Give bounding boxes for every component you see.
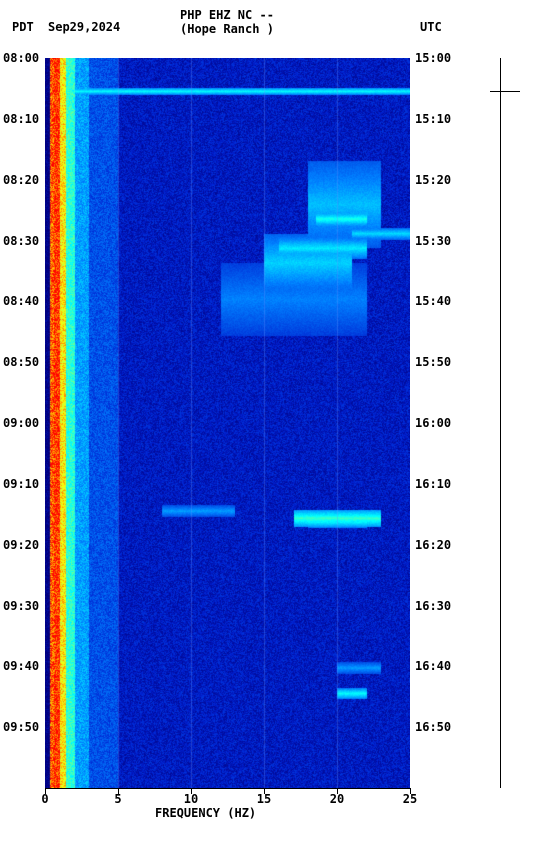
x-axis-tick: 5 xyxy=(114,792,121,806)
x-axis-label: FREQUENCY (HZ) xyxy=(155,806,256,820)
y-axis-right-tick: 16:10 xyxy=(415,477,451,491)
date-label: Sep29,2024 xyxy=(48,20,120,34)
sidebar-tick-mark xyxy=(490,91,520,92)
y-axis-right-tick: 15:10 xyxy=(415,112,451,126)
x-axis-tick: 0 xyxy=(41,792,48,806)
x-axis-tick: 10 xyxy=(184,792,198,806)
y-axis-right-tick: 15:00 xyxy=(415,51,451,65)
y-axis-left-tick: 08:00 xyxy=(3,51,39,65)
y-axis-left-tick: 08:20 xyxy=(3,173,39,187)
x-axis-tick-mark xyxy=(191,788,192,794)
station-name-label: (Hope Ranch ) xyxy=(180,22,274,36)
y-axis-right-tick: 15:30 xyxy=(415,234,451,248)
x-axis-tick-mark xyxy=(337,788,338,794)
spectrogram-canvas xyxy=(45,58,410,788)
y-axis-left-tick: 09:00 xyxy=(3,416,39,430)
x-axis-tick-mark xyxy=(45,788,46,794)
x-axis-tick: 20 xyxy=(330,792,344,806)
y-axis-right-tick: 15:20 xyxy=(415,173,451,187)
y-axis-left-tick: 09:40 xyxy=(3,659,39,673)
y-axis-left-tick: 08:40 xyxy=(3,294,39,308)
y-axis-right-tick: 15:40 xyxy=(415,294,451,308)
timezone-right-label: UTC xyxy=(420,20,442,34)
station-code-label: PHP EHZ NC -- xyxy=(180,8,274,22)
x-axis-tick: 15 xyxy=(257,792,271,806)
y-axis-right-tick: 16:40 xyxy=(415,659,451,673)
x-axis-tick-mark xyxy=(410,788,411,794)
spectrogram-plot xyxy=(45,58,410,788)
x-axis-tick: 25 xyxy=(403,792,417,806)
y-axis-right-tick: 16:50 xyxy=(415,720,451,734)
x-axis-line xyxy=(45,788,410,789)
y-axis-left-tick: 09:10 xyxy=(3,477,39,491)
y-axis-left-tick: 09:20 xyxy=(3,538,39,552)
y-axis-left-tick: 08:50 xyxy=(3,355,39,369)
sidebar-scale-line xyxy=(500,58,501,788)
y-axis-right-tick: 16:30 xyxy=(415,599,451,613)
y-axis-left-tick: 09:30 xyxy=(3,599,39,613)
y-axis-right-tick: 15:50 xyxy=(415,355,451,369)
y-axis-right-tick: 16:00 xyxy=(415,416,451,430)
y-axis-left-tick: 09:50 xyxy=(3,720,39,734)
timezone-left-label: PDT xyxy=(12,20,34,34)
x-axis-tick-mark xyxy=(118,788,119,794)
x-axis-tick-mark xyxy=(264,788,265,794)
y-axis-left-tick: 08:30 xyxy=(3,234,39,248)
y-axis-left-tick: 08:10 xyxy=(3,112,39,126)
y-axis-right-tick: 16:20 xyxy=(415,538,451,552)
